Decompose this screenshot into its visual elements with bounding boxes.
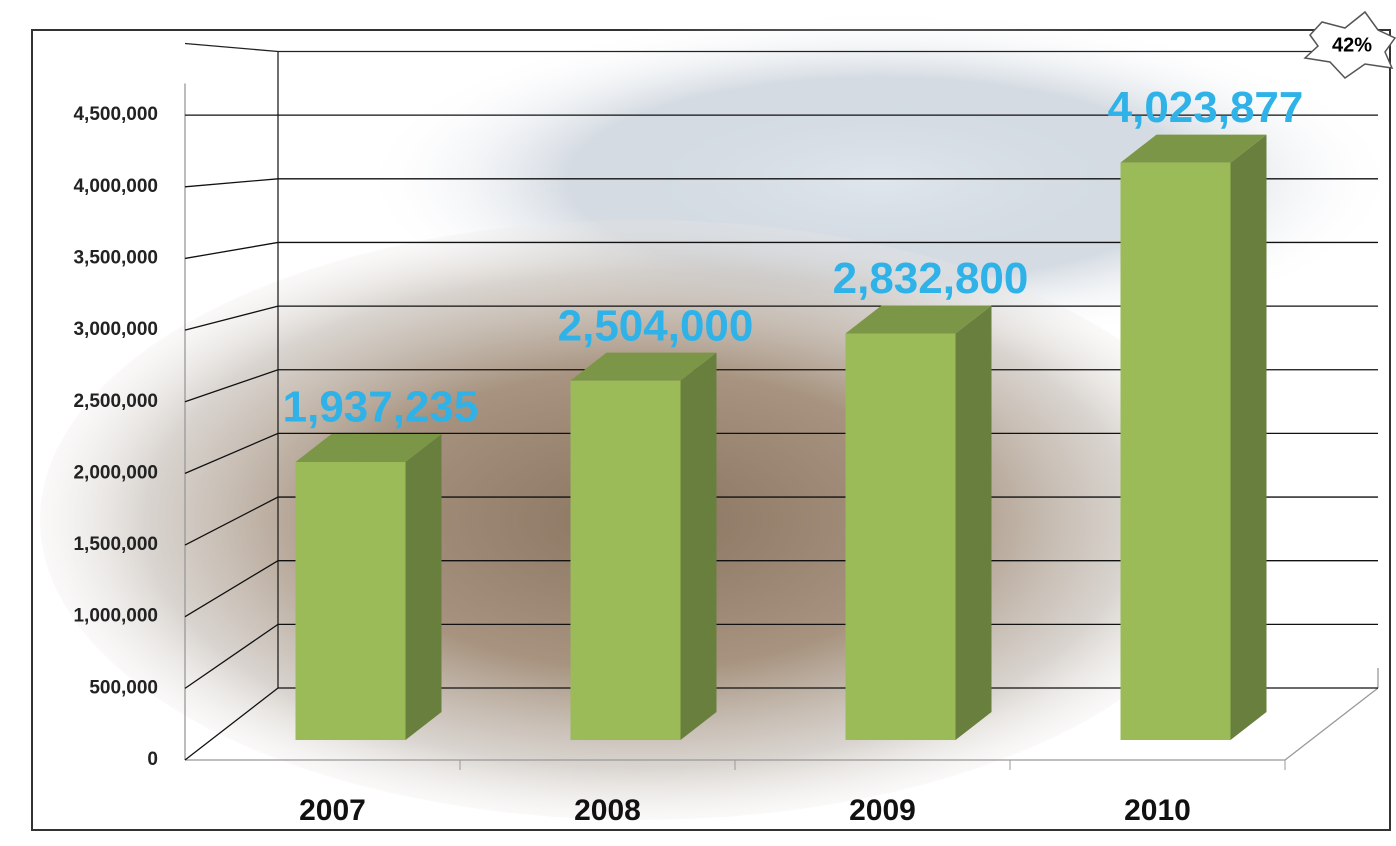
x-tick-label: 2007: [299, 794, 366, 827]
bar-side: [955, 305, 992, 740]
bar-top: [570, 352, 717, 381]
value-label: 1,937,235: [283, 383, 479, 432]
bar-side: [680, 352, 717, 740]
grid-line: [184, 241, 1378, 260]
y-tick-label: 4,500,000: [73, 104, 158, 125]
y-tick-label: 0: [147, 749, 158, 770]
grid-line: [184, 560, 1378, 618]
value-label: 2,504,000: [558, 301, 754, 350]
value-label: 2,832,800: [833, 254, 1029, 303]
grid-line: [184, 369, 1378, 403]
y-tick-label: 4,000,000: [73, 176, 158, 197]
bar: [1120, 162, 1231, 740]
bar: [570, 380, 681, 740]
bar: [845, 333, 956, 740]
bar-side: [1230, 134, 1267, 740]
bar-top: [1120, 134, 1267, 163]
y-tick-label: 1,500,000: [73, 534, 158, 555]
y-tick-label: 1,000,000: [73, 606, 158, 627]
x-tick-label: 2009: [849, 794, 916, 827]
grid-line: [184, 623, 1378, 689]
bar-top: [295, 434, 442, 463]
y-tick-label: 2,500,000: [73, 391, 158, 412]
badge-label: 42%: [1332, 34, 1372, 56]
y-tick-label: 3,500,000: [73, 247, 158, 268]
y-tick-label: 3,000,000: [73, 319, 158, 340]
grid-line: [184, 496, 1378, 546]
x-tick-label: 2008: [574, 794, 641, 827]
y-tick-label: 2,000,000: [73, 462, 158, 483]
bar: [295, 462, 406, 740]
y-tick-label: 500,000: [89, 677, 158, 698]
floor-edge: [1284, 687, 1379, 761]
side-wall-edge: [184, 42, 279, 53]
value-label: 4,023,877: [1108, 83, 1304, 132]
grid-line: [184, 687, 1378, 761]
x-tick-label: 2010: [1124, 794, 1191, 827]
bar-side: [405, 434, 442, 740]
bar-top: [845, 305, 992, 334]
grid-line: [184, 305, 1378, 331]
grid-line: [184, 178, 1378, 188]
badge: [1303, 10, 1396, 79]
grid-line: [184, 432, 1378, 474]
